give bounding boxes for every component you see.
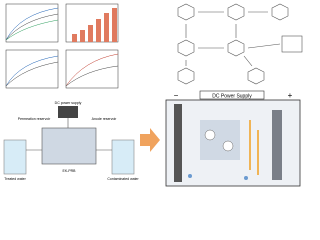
label: Contaminated water	[107, 177, 139, 181]
sign: +	[288, 91, 293, 100]
bar-panel	[72, 8, 117, 42]
arrow	[140, 128, 160, 152]
sign: −	[174, 91, 179, 100]
label: Treated water	[4, 177, 26, 181]
title: DC Power Supply	[212, 93, 252, 99]
page: DC power supply Permeation reservoir Ano…	[3, 3, 303, 187]
graphical-abstract: DC power supply Permeation reservoir Ano…	[3, 3, 303, 187]
mechanism: DC Power Supply − +	[165, 90, 301, 187]
label: EK-PRB	[62, 169, 76, 173]
label: DC power supply	[55, 101, 82, 105]
label: Permeation reservoir	[18, 117, 51, 121]
chart-panels	[5, 3, 119, 89]
label: Anode reservoir	[92, 117, 118, 121]
apparatus: DC power supply Permeation reservoir Ano…	[3, 101, 139, 181]
pathway	[177, 3, 303, 85]
